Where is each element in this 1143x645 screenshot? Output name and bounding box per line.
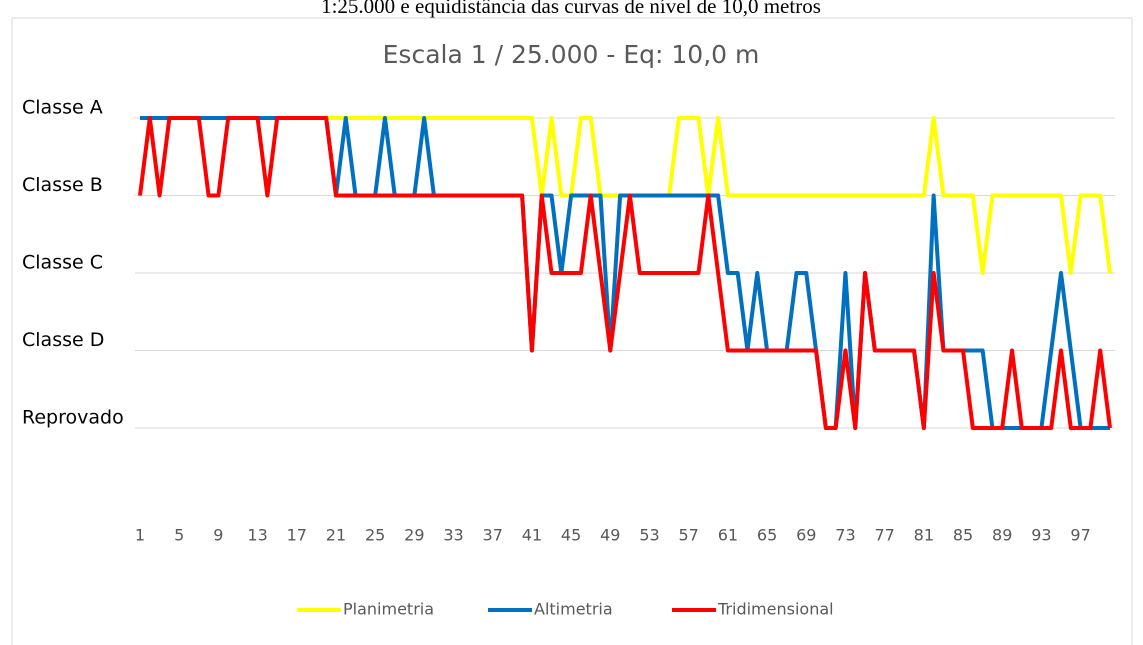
chart-title: Escala 1 / 25.000 - Eq: 10,0 m — [383, 40, 760, 69]
chart-border — [11, 17, 1133, 645]
y-tick-label: Classe C — [22, 252, 103, 274]
x-tick-label: 29 — [404, 526, 424, 545]
x-tick-label: 53 — [639, 526, 659, 545]
x-tick-label: 37 — [483, 526, 503, 545]
x-tick-label: 89 — [992, 526, 1012, 545]
y-tick-label: Reprovado — [22, 407, 124, 429]
x-tick-label: 97 — [1070, 526, 1090, 545]
legend-label: Altimetria — [534, 600, 613, 619]
series-line — [138, 116, 1112, 430]
x-tick-label: 49 — [600, 526, 620, 545]
legend-label: Tridimensional — [717, 600, 834, 619]
y-tick-label: Classe A — [22, 97, 103, 119]
x-tick-label: 41 — [522, 526, 542, 545]
x-tick-label: 13 — [247, 526, 267, 545]
x-tick-label: 45 — [561, 526, 581, 545]
x-tick-label: 65 — [757, 526, 777, 545]
x-tick-label: 81 — [914, 526, 934, 545]
x-tick-label: 85 — [953, 526, 973, 545]
x-tick-label: 77 — [874, 526, 894, 545]
legend-label: Planimetria — [343, 600, 434, 619]
caption: 1:25.000 e equidistância das curvas de n… — [321, 0, 821, 18]
x-tick-label: 69 — [796, 526, 816, 545]
x-tick-label: 1 — [135, 526, 145, 545]
x-tick-label: 5 — [174, 526, 184, 545]
x-tick-label: 17 — [287, 526, 307, 545]
x-tick-label: 73 — [835, 526, 855, 545]
y-tick-label: Classe D — [22, 329, 104, 351]
y-tick-label: Classe B — [22, 174, 103, 196]
x-tick-label: 25 — [365, 526, 385, 545]
x-tick-label: 33 — [443, 526, 463, 545]
x-tick-label: 57 — [679, 526, 699, 545]
x-tick-label: 9 — [213, 526, 223, 545]
x-tick-label: 93 — [1031, 526, 1051, 545]
x-tick-label: 61 — [718, 526, 738, 545]
x-tick-label: 21 — [326, 526, 346, 545]
